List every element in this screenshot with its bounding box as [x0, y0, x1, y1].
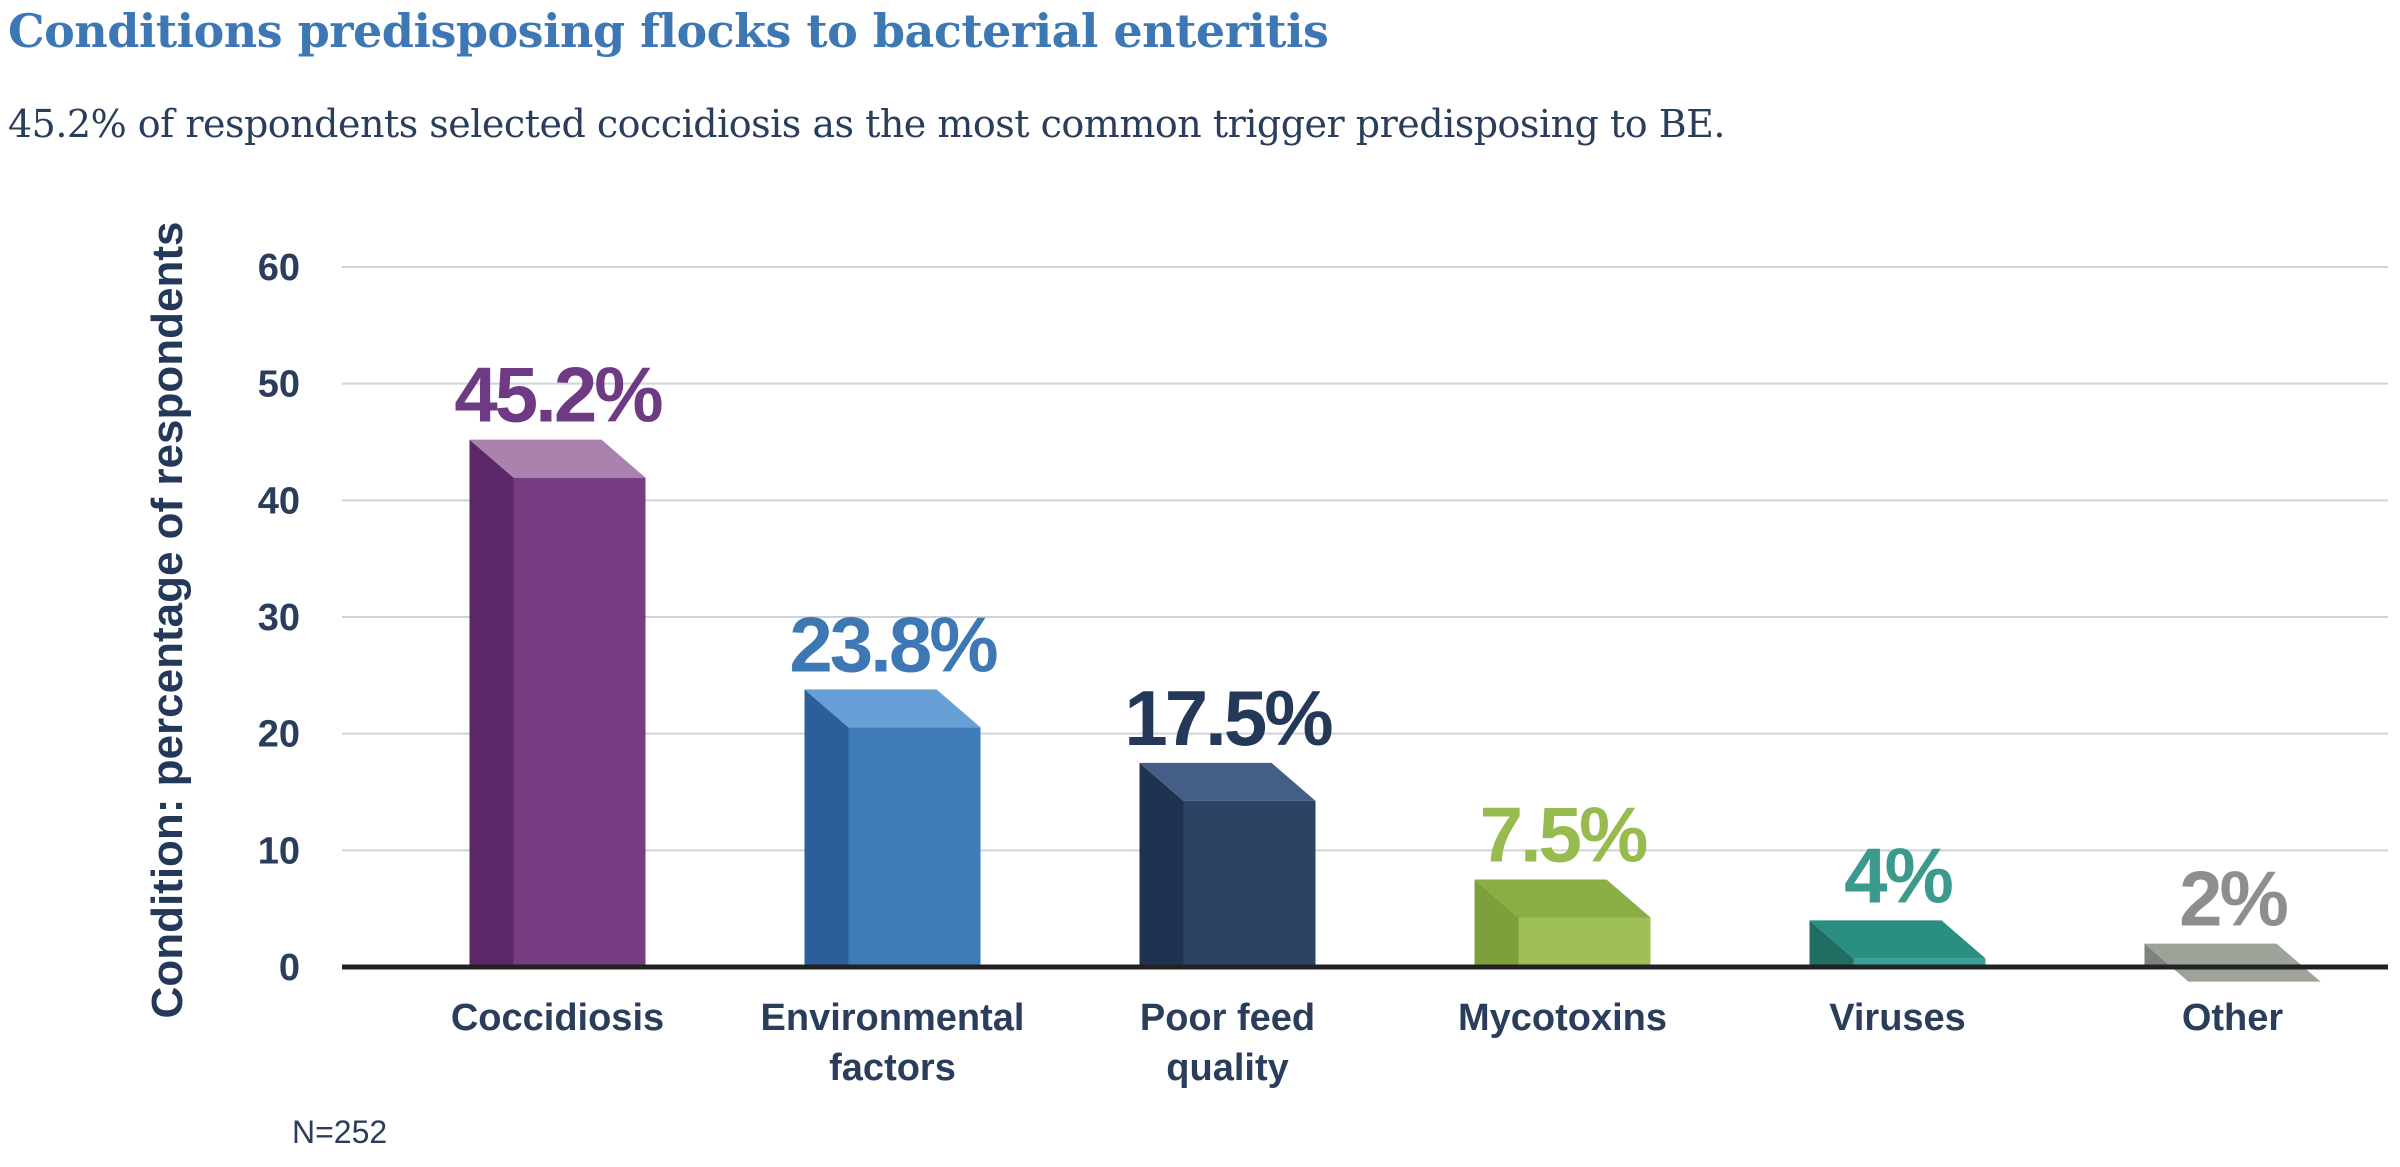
x-tick-label-line: Viruses: [1829, 997, 1966, 1039]
bar-side: [1139, 762, 1184, 967]
chart-title: Conditions predisposing flocks to bacter…: [8, 4, 1329, 58]
bar-top: [1139, 762, 1316, 801]
x-tick-label: Coccidiosis: [451, 997, 664, 1039]
x-tick-label-line: Poor feed: [1140, 997, 1315, 1039]
y-tick-label: 20: [258, 714, 300, 756]
x-tick-labels: Coccidiosis Environmental factors Poor feed…: [451, 997, 2284, 1089]
data-label: 17.5%: [1124, 674, 1332, 762]
y-tick-label: 0: [279, 947, 300, 989]
bar: [1139, 762, 1316, 967]
chart-subtitle: 45.2% of respondents selected coccidiosi…: [8, 102, 1725, 146]
data-label: 2%: [2179, 855, 2287, 943]
bar: [1809, 920, 1986, 967]
data-label: 7.5%: [1480, 791, 1647, 879]
bar-side: [1474, 879, 1519, 967]
bar-front: [848, 727, 981, 967]
data-label: 4%: [1844, 831, 1952, 919]
y-tick-label: 60: [258, 247, 300, 289]
sample-size-note: N=252: [292, 1114, 388, 1150]
x-tick-label-line: quality: [1166, 1047, 1288, 1089]
bar: [1474, 879, 1651, 967]
x-tick-label: Mycotoxins: [1458, 997, 1667, 1039]
bar-front: [1518, 917, 1651, 967]
y-tick-label: 40: [258, 480, 300, 522]
bar-side: [804, 689, 849, 967]
data-labels: 45.2% 23.8% 17.5% 7.5% 4% 2%: [454, 351, 2290, 943]
bar-top: [1809, 920, 1986, 959]
data-label: 45.2%: [454, 351, 662, 439]
x-tick-label-line: Other: [2182, 997, 2284, 1039]
bar-front: [1183, 800, 1316, 967]
bar-top: [804, 689, 981, 728]
bar: [2144, 943, 2321, 982]
y-tick-label: 50: [258, 364, 300, 406]
x-tick-label: Environmental factors: [761, 997, 1025, 1089]
bar-top: [469, 439, 646, 478]
x-tick-label-line: Mycotoxins: [1458, 997, 1667, 1039]
bar-front: [1853, 958, 1986, 967]
data-label: 23.8%: [789, 600, 997, 688]
x-tick-label-line: Coccidiosis: [451, 997, 664, 1039]
bar: [469, 439, 646, 968]
bars: [469, 439, 2321, 982]
y-axis-label: Condition: percentage of respondents: [143, 222, 192, 1019]
y-tick-label: 30: [258, 597, 300, 639]
gridlines: [342, 266, 2388, 852]
bar: [804, 689, 981, 967]
bar-top: [2144, 943, 2321, 982]
x-tick-label: Viruses: [1829, 997, 1966, 1039]
x-tick-label: Other: [2182, 997, 2284, 1039]
bar-top: [1474, 879, 1651, 918]
bar-side: [1809, 920, 1854, 967]
bar-side: [469, 439, 514, 968]
x-tick-label: Poor feed quality: [1140, 997, 1315, 1089]
y-tick-label: 10: [258, 830, 300, 872]
y-tick-labels: 0 10 20 30 40 50 60: [258, 247, 300, 989]
x-tick-label-line: factors: [829, 1047, 956, 1089]
x-tick-label-line: Environmental: [761, 997, 1025, 1039]
bar-front: [513, 477, 646, 967]
